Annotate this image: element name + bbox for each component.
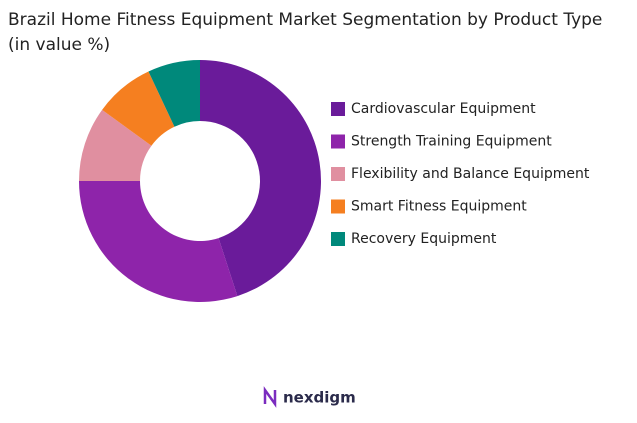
logo-text: nexdigm [283,389,356,407]
donut-slice [79,109,152,181]
legend-swatch [331,199,345,214]
legend-label: Cardiovascular Equipment [351,101,536,117]
legend-swatch [331,232,345,246]
legend-swatch [331,102,345,116]
legend-swatch [331,167,345,181]
donut-slice [148,60,200,127]
donut-slice [200,60,321,297]
logo-icon [263,386,277,408]
legend-swatch [331,134,345,149]
donut-slice [79,181,238,303]
legend-label: Strength Training Equipment [351,134,552,150]
donut-slice [102,71,175,146]
legend-label: Smart Fitness Equipment [351,199,527,215]
chart-title: Brazil Home Fitness Equipment Market Seg… [8,10,603,55]
logo: nexdigm [263,386,356,408]
legend-label: Recovery Equipment [351,231,497,247]
legend-label: Flexibility and Balance Equipment [351,166,590,182]
